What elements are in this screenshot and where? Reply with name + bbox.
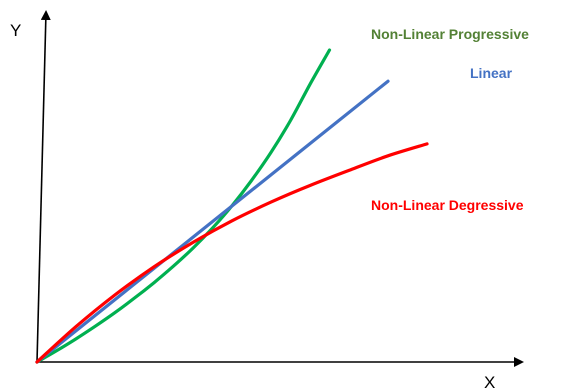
series-label-progressive: Non-Linear Progressive bbox=[371, 26, 529, 42]
y-axis-label: Y bbox=[10, 21, 21, 40]
series-label-linear: Linear bbox=[470, 65, 513, 81]
x-axis-label: X bbox=[484, 373, 495, 392]
series-line-progressive bbox=[35, 48, 332, 364]
series-label-degressive: Non-Linear Degressive bbox=[371, 197, 524, 213]
series-line-linear bbox=[35, 79, 390, 364]
y-axis-line bbox=[36, 10, 51, 363]
series-layer bbox=[35, 48, 429, 364]
series-line-degressive bbox=[35, 142, 429, 364]
